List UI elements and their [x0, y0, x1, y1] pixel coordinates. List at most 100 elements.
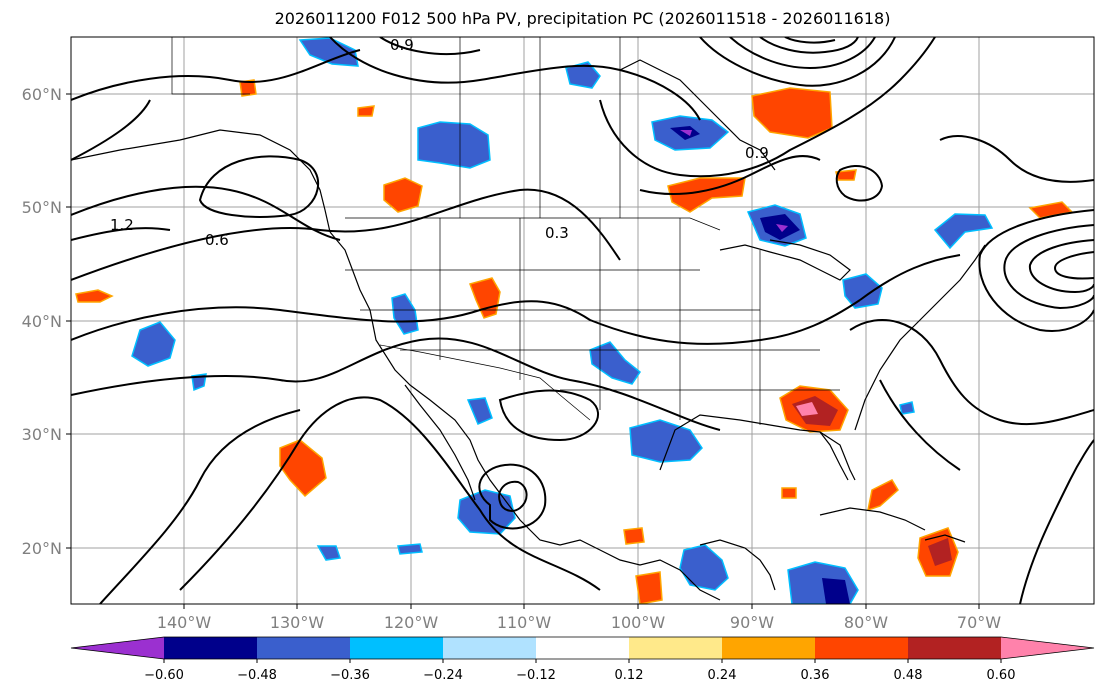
- colorbar-segment: [350, 637, 443, 659]
- precip-pos-patch: [635, 571, 663, 604]
- precip-pos-patch: [469, 277, 501, 319]
- colorbar-tick-label: −0.24: [423, 668, 463, 683]
- contour-label: 1.2: [110, 216, 134, 234]
- coastlines: [71, 59, 986, 601]
- lat-label: 50°N: [22, 198, 62, 217]
- precip-pos-core: [796, 402, 818, 416]
- florida: [819, 431, 849, 481]
- pv-contour: [71, 49, 361, 101]
- map-title: 2026011200 F012 500 hPa PV, precipitatio…: [274, 9, 891, 28]
- precip-pos-patch: [623, 527, 645, 545]
- atlantic-coast: [854, 244, 986, 431]
- contour-label: 0.9: [745, 144, 769, 162]
- colorbar: −0.60 −0.48 −0.36 −0.24 −0.12 0.12 0.24 0.36 0.4…: [70, 636, 1095, 683]
- precip-neg-patch: [565, 61, 601, 89]
- pv-contour: [859, 254, 961, 301]
- colorbar-tick-label: 0.12: [615, 668, 644, 683]
- colorbar-segment: [71, 637, 164, 659]
- axis-ticks: [66, 93, 980, 609]
- graticule: [71, 37, 1094, 604]
- precip-neg-patch: [391, 293, 419, 335]
- pv-contour: [639, 155, 821, 196]
- precip-neg-patch: [589, 341, 642, 385]
- colorbar-segment: [536, 637, 629, 659]
- coastline-west: [329, 231, 721, 601]
- pv-contour: [849, 319, 1094, 426]
- colorbar-segment: [443, 637, 536, 659]
- gulf-coast: [659, 414, 856, 481]
- colorbar-tick-label: 0.36: [801, 668, 830, 683]
- lon-label: 70°W: [957, 613, 1001, 632]
- pv-contour: [71, 188, 621, 281]
- colorbar-segment: [815, 637, 908, 659]
- precip-pos-patch: [667, 177, 746, 213]
- pv-contour: [1019, 439, 1094, 604]
- contour-label: 0.6: [205, 231, 229, 249]
- precip-neg-core: [680, 130, 692, 136]
- lat-label: 30°N: [22, 425, 62, 444]
- pv-contour: [498, 389, 600, 442]
- yucatan: [699, 539, 776, 591]
- pv-contour: [498, 480, 528, 512]
- precip-pos-patch: [383, 177, 423, 213]
- precip-pos-patch: [75, 289, 114, 303]
- hispaniola: [924, 534, 966, 543]
- pv-contour: [1028, 239, 1094, 294]
- lat-labels: 60°N 50°N 40°N 30°N 20°N: [22, 85, 62, 558]
- colorbar-segment: [164, 637, 257, 659]
- colorbar-tick-label: 0.48: [894, 668, 923, 683]
- contour-label: 0.3: [545, 224, 569, 242]
- precip-neg-patch: [466, 397, 493, 425]
- pv-contour: [699, 37, 896, 87]
- us-mexico-border: [379, 344, 591, 421]
- pv-contours: [71, 37, 1094, 604]
- pv-contour: [939, 135, 1094, 183]
- lon-label: 130°W: [270, 613, 325, 632]
- lon-label: 90°W: [730, 613, 774, 632]
- precip-neg-patch: [629, 419, 703, 463]
- precip-neg-patch: [842, 273, 883, 309]
- lon-label: 140°W: [157, 613, 212, 632]
- pv-contour: [198, 155, 319, 218]
- cuba: [819, 507, 926, 531]
- colorbar-segment: [908, 637, 1001, 659]
- lat-label: 40°N: [22, 312, 62, 331]
- pv-contour: [71, 99, 151, 161]
- precip-neg-patch: [191, 373, 207, 392]
- colorbar-tick-label: −0.12: [516, 668, 556, 683]
- precip-neg-core: [776, 224, 788, 232]
- precip-neg-patch: [933, 213, 994, 250]
- pv-contour: [71, 227, 171, 241]
- pv-contour: [71, 185, 341, 241]
- lon-label: 80°W: [844, 613, 888, 632]
- pv-contour: [879, 379, 961, 471]
- precip-neg-patch: [417, 121, 491, 169]
- pv-contour: [329, 37, 701, 121]
- alaska-coast: [71, 129, 331, 233]
- pv-contour: [759, 37, 859, 54]
- lat-label: 60°N: [22, 85, 62, 104]
- great-lakes: [719, 239, 851, 281]
- pv-contour: [71, 299, 861, 345]
- colorbar-tick-label: −0.60: [144, 668, 184, 683]
- baja-coast: [404, 384, 476, 501]
- precip-pos-patch: [867, 479, 899, 512]
- pv-contour: [478, 463, 547, 530]
- precip-pos-patch: [781, 487, 797, 499]
- hudson-bay: [619, 59, 776, 171]
- pv-contour: [99, 409, 301, 604]
- contour-label: 0.9: [390, 36, 414, 54]
- colorbar-segment: [257, 637, 350, 659]
- precip-neg-patch: [899, 401, 915, 415]
- colorbar-segment: [1001, 637, 1094, 659]
- precip-pos-core: [928, 538, 952, 566]
- precip-neg-core: [822, 578, 850, 604]
- colorbar-tick-label: 0.24: [708, 668, 737, 683]
- lon-label: 110°W: [497, 613, 552, 632]
- pv-contour: [784, 37, 836, 44]
- lon-label: 100°W: [611, 613, 666, 632]
- precip-pos-patch: [751, 87, 833, 139]
- lon-labels: 140°W 130°W 120°W 110°W 100°W 90°W 80°W …: [157, 613, 1001, 632]
- lon-label: 120°W: [384, 613, 439, 632]
